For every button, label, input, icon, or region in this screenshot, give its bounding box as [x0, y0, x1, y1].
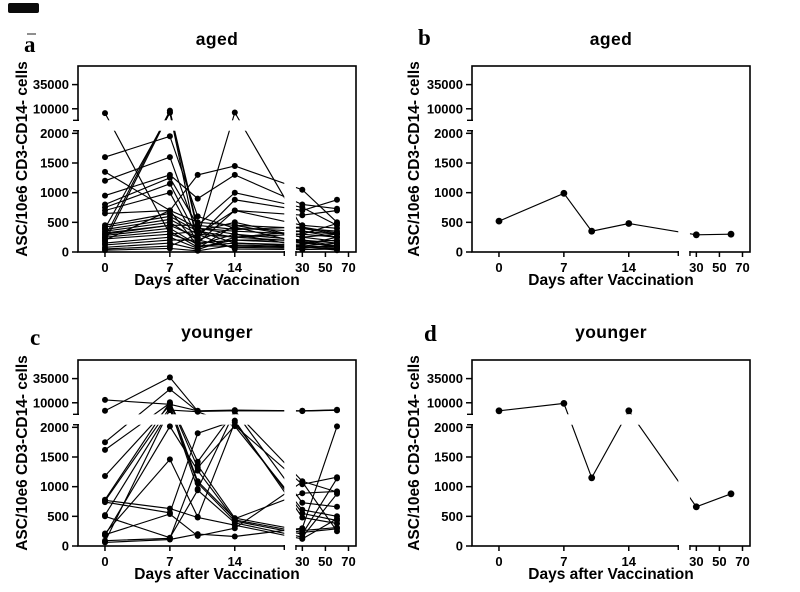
- x-axis-label-b: Days after Vaccination: [528, 272, 694, 289]
- plot-a: 0 500 1000 1500 2000 10000 35000 0 7 14 30 50 70: [33, 65, 357, 275]
- svg-text:35000: 35000: [33, 77, 69, 92]
- x-axis-label-a: Days after Vaccination: [134, 272, 300, 289]
- svg-text:10000: 10000: [33, 101, 69, 116]
- panel-letter-a: a: [24, 32, 36, 57]
- svg-text:7: 7: [560, 260, 567, 275]
- svg-text:10000: 10000: [33, 395, 69, 410]
- svg-text:10000: 10000: [427, 395, 463, 410]
- svg-text:35000: 35000: [427, 371, 463, 386]
- svg-text:7: 7: [560, 554, 567, 569]
- svg-text:35000: 35000: [427, 77, 463, 92]
- svg-text:1000: 1000: [40, 185, 69, 200]
- svg-text:1500: 1500: [40, 449, 69, 464]
- svg-text:0: 0: [101, 554, 108, 569]
- svg-text:70: 70: [735, 554, 749, 569]
- svg-text:7: 7: [166, 554, 173, 569]
- panel-letter-b: b: [418, 25, 431, 50]
- svg-text:1000: 1000: [434, 185, 463, 200]
- svg-text:1500: 1500: [434, 155, 463, 170]
- svg-text:50: 50: [318, 260, 332, 275]
- svg-text:1500: 1500: [434, 449, 463, 464]
- svg-text:2000: 2000: [434, 126, 463, 141]
- svg-text:1000: 1000: [40, 479, 69, 494]
- panel-title-d: younger: [575, 322, 647, 342]
- svg-text:0: 0: [495, 554, 502, 569]
- svg-text:2000: 2000: [434, 420, 463, 435]
- panel-title-c: younger: [181, 322, 253, 342]
- svg-text:14: 14: [622, 554, 637, 569]
- svg-text:0: 0: [456, 245, 463, 260]
- svg-text:30: 30: [689, 260, 703, 275]
- stray-dash-mark: [27, 33, 36, 35]
- svg-text:30: 30: [689, 554, 703, 569]
- panel-letter-c: c: [30, 325, 41, 350]
- svg-text:0: 0: [62, 539, 69, 554]
- svg-text:2000: 2000: [40, 420, 69, 435]
- plot-b: 0 500 1000 1500 2000 10000 35000 0 7 14 30 50 70: [427, 65, 751, 275]
- svg-text:2000: 2000: [40, 126, 69, 141]
- svg-text:500: 500: [441, 509, 463, 524]
- svg-text:7: 7: [166, 260, 173, 275]
- svg-text:50: 50: [712, 554, 726, 569]
- plot-c: 0 500 1000 1500 2000 10000 35000 0 7 14 30 50 70: [33, 359, 357, 569]
- svg-text:500: 500: [47, 215, 69, 230]
- svg-text:1500: 1500: [40, 155, 69, 170]
- svg-text:0: 0: [495, 260, 502, 275]
- svg-text:50: 50: [318, 554, 332, 569]
- svg-text:50: 50: [712, 260, 726, 275]
- svg-text:0: 0: [101, 260, 108, 275]
- svg-text:14: 14: [228, 554, 243, 569]
- svg-text:30: 30: [295, 260, 309, 275]
- svg-text:70: 70: [735, 260, 749, 275]
- svg-text:70: 70: [341, 554, 355, 569]
- panel-title-a: aged: [195, 29, 239, 49]
- panel-title-b: aged: [589, 29, 633, 49]
- svg-text:10000: 10000: [427, 101, 463, 116]
- x-axis-label-c: Days after Vaccination: [134, 566, 300, 583]
- svg-text:35000: 35000: [33, 371, 69, 386]
- svg-text:500: 500: [47, 509, 69, 524]
- svg-text:14: 14: [622, 260, 637, 275]
- svg-text:0: 0: [456, 539, 463, 554]
- svg-text:70: 70: [341, 260, 355, 275]
- svg-text:30: 30: [295, 554, 309, 569]
- plot-d: 0 500 1000 1500 2000 10000 35000 0 7 14 30 50 70: [427, 359, 751, 569]
- svg-text:0: 0: [62, 245, 69, 260]
- corner-mark: [8, 3, 39, 13]
- panel-letter-d: d: [424, 321, 437, 346]
- svg-text:14: 14: [228, 260, 243, 275]
- svg-text:1000: 1000: [434, 479, 463, 494]
- svg-text:500: 500: [441, 215, 463, 230]
- x-axis-label-d: Days after Vaccination: [528, 566, 694, 583]
